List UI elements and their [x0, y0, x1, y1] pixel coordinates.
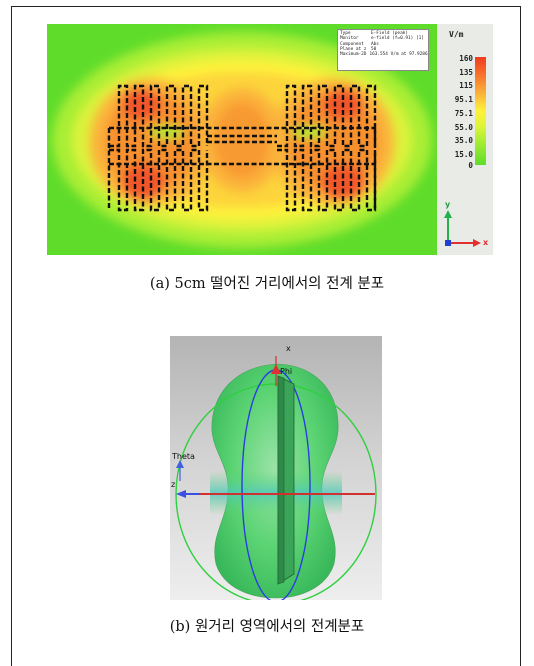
- figure-frame: [11, 6, 521, 666]
- antenna-outline: [107, 84, 377, 212]
- field-info-box: Type E-Field (peak) Monitor e-field (f=0.9…: [337, 29, 429, 71]
- caption-b: (b) 원거리 영역에서의 전계분포: [169, 619, 365, 635]
- axis-x-label-b: x: [286, 344, 291, 353]
- z-arrow-icon: [176, 490, 186, 498]
- colorbar-tick: 35.0: [454, 136, 473, 145]
- colorbar-tick: 15.0: [454, 150, 473, 159]
- axis-triad: y x: [439, 196, 493, 255]
- axis-x-label: x: [483, 238, 489, 247]
- info-row-type: Type E-Field (peak): [340, 31, 409, 36]
- colorbar-tick: 0: [468, 161, 473, 170]
- colorbar-tick: 115: [459, 81, 473, 90]
- colorbar-tick: 75.1: [454, 109, 473, 118]
- axis-y-label: y: [445, 200, 451, 209]
- theta-label: Theta: [172, 452, 195, 461]
- info-row-monitor: Monitor e-field (f=0.91) [1]: [340, 36, 424, 42]
- colorbar-unit: V/m: [449, 30, 464, 39]
- theta-arrow-icon: [176, 460, 184, 468]
- info-row-maximum: Maximum-2D 163.554 V/m at 97.9286: [340, 52, 428, 58]
- colorbar-tick: 135: [459, 68, 473, 77]
- far-field-plot: [175, 356, 377, 600]
- axis-arrows-icon: [444, 210, 481, 247]
- phi-arrow-icon: [271, 364, 281, 374]
- near-field-figure: Type E-Field (peak) Monitor e-field (f=0.9…: [47, 24, 493, 255]
- colorbar-tick: 160: [459, 54, 473, 63]
- near-field-plot: [47, 24, 437, 255]
- caption-a: (a) 5cm 떨어진 거리에서의 전계 분포: [149, 276, 385, 292]
- info-row-plane: Plane at z 50: [340, 46, 377, 52]
- phi-label: Phi: [280, 367, 293, 376]
- axis-z-label: z: [171, 480, 176, 489]
- colorbar-tick: 55.0: [454, 123, 473, 132]
- antenna-plate: [277, 375, 295, 585]
- colorbar-legend: V/m 160 135 115 95.1 75.1 55.0 35.0 15.0…: [439, 24, 493, 174]
- info-row-component: Component Abs: [340, 41, 379, 47]
- far-field-figure: x Phi Theta z: [170, 336, 382, 600]
- colorbar: [475, 57, 486, 165]
- colorbar-tick: 95.1: [454, 95, 473, 104]
